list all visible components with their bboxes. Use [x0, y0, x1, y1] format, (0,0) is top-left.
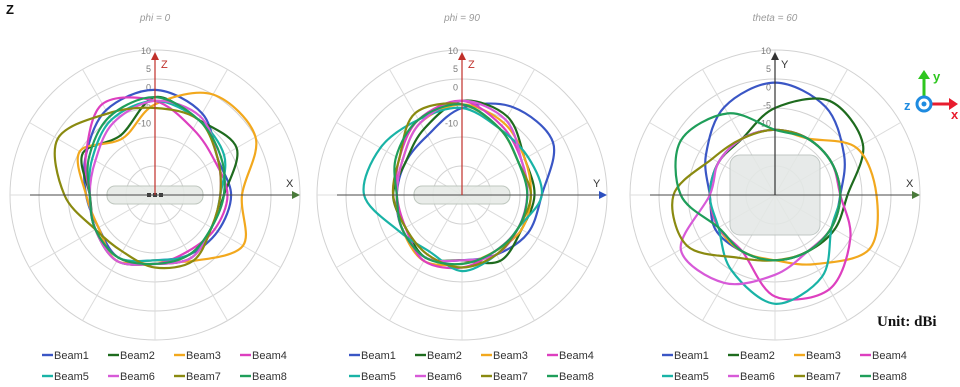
- legend-label: Beam6: [120, 371, 155, 383]
- legend-label: Beam3: [806, 350, 841, 362]
- legend-label: Beam8: [559, 371, 594, 383]
- grid-spoke: [461, 194, 588, 268]
- legend-label: Beam5: [54, 371, 89, 383]
- grid-spoke: [461, 194, 535, 321]
- axis-vertical: [771, 52, 779, 195]
- legend-label: Beam6: [427, 371, 462, 383]
- legend-label: Beam4: [252, 350, 287, 362]
- r-tick-label: -10: [445, 119, 458, 129]
- r-tick-label: 5: [453, 64, 458, 74]
- axis-h-label: X: [286, 178, 294, 190]
- r-tick-label: 0: [146, 82, 151, 92]
- legend-label: Beam3: [493, 350, 528, 362]
- legend-label: Beam3: [186, 350, 221, 362]
- axis-h-label: X: [906, 178, 914, 190]
- r-tick-label: 0: [766, 82, 771, 92]
- r-tick-label: 10: [448, 46, 458, 56]
- legend-label: Beam5: [361, 371, 396, 383]
- orientation-axes-icon: y z x: [904, 69, 959, 122]
- unit-label: Unit: dBi: [877, 314, 937, 330]
- chart-title: phi = 0: [139, 13, 171, 24]
- legend-label: Beam7: [493, 371, 528, 383]
- orientation-z-label: z: [904, 98, 911, 113]
- axis-horizontal: [650, 191, 920, 199]
- legend-label: Beam8: [872, 371, 907, 383]
- grid-spoke: [389, 69, 463, 196]
- grid-spoke: [29, 194, 156, 268]
- axis-h-label: Y: [593, 178, 601, 190]
- legend-label: Beam1: [361, 350, 396, 362]
- r-tick-label: -10: [138, 119, 151, 129]
- orientation-x-label: x: [951, 107, 959, 122]
- orientation-y-label: y: [933, 69, 941, 84]
- r-tick-label: -10: [758, 119, 771, 129]
- axis-vertical: [458, 52, 466, 195]
- r-tick-label: 5: [146, 64, 151, 74]
- chart-title: phi = 90: [443, 13, 480, 24]
- figure-label: Z: [6, 2, 14, 17]
- axis-v-label: Z: [468, 59, 475, 71]
- r-tick-label: -5: [143, 100, 151, 110]
- legend-label: Beam6: [740, 371, 775, 383]
- axis-horizontal: [30, 191, 300, 199]
- legend: Beam1 Beam2 Beam3 Beam4 Beam5 Beam6 Beam7 Beam8: [349, 350, 594, 383]
- r-tick-label: -5: [763, 100, 771, 110]
- r-tick-label: 5: [766, 64, 771, 74]
- legend-label: Beam7: [806, 371, 841, 383]
- legend-label: Beam2: [120, 350, 155, 362]
- grid-spoke: [461, 69, 535, 196]
- axis-vertical: [151, 52, 159, 195]
- legend: Beam1 Beam2 Beam3 Beam4 Beam5 Beam6 Beam7 Beam8: [662, 350, 907, 383]
- legend-label: Beam2: [427, 350, 462, 362]
- legend-label: Beam8: [252, 371, 287, 383]
- legend-label: Beam4: [559, 350, 594, 362]
- axis-v-label: Z: [161, 59, 168, 71]
- legend-label: Beam5: [674, 371, 709, 383]
- r-tick-label: 10: [761, 46, 771, 56]
- legend-label: Beam1: [54, 350, 89, 362]
- grid-spoke: [154, 69, 228, 196]
- axis-v-label: Y: [781, 59, 789, 71]
- r-tick-label: 0: [453, 82, 458, 92]
- legend-label: Beam7: [186, 371, 221, 383]
- axis-horizontal: [337, 191, 607, 199]
- legend-label: Beam2: [740, 350, 775, 362]
- legend-label: Beam1: [674, 350, 709, 362]
- legend: Beam1 Beam2 Beam3 Beam4 Beam5 Beam6 Beam7 Beam8: [42, 350, 287, 383]
- legend-label: Beam4: [872, 350, 907, 362]
- grid-spoke: [82, 69, 156, 196]
- r-tick-label: 10: [141, 46, 151, 56]
- chart-title: theta = 60: [753, 13, 798, 24]
